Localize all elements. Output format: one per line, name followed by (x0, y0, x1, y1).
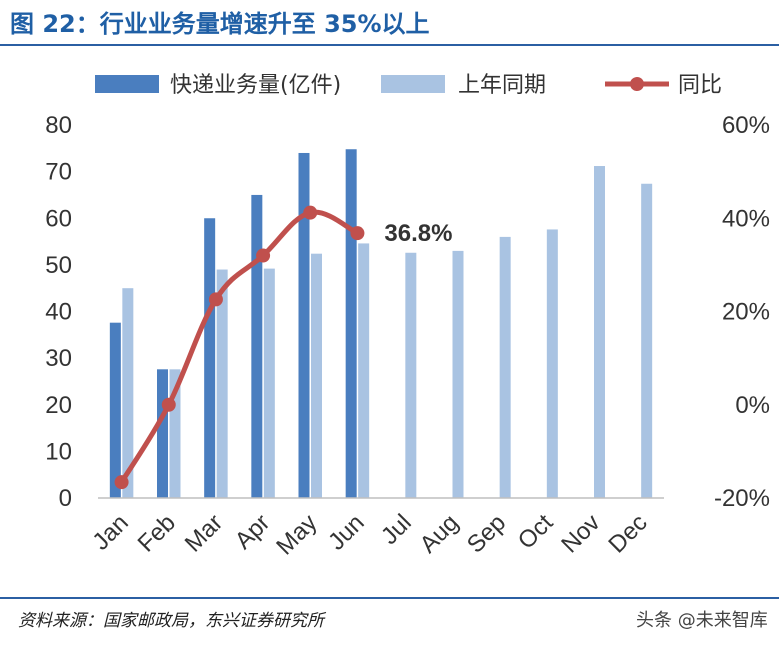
x-tick-label: Dec (603, 509, 652, 558)
left-tick-label: 70 (45, 159, 72, 186)
right-tick-label: 40% (722, 205, 770, 232)
x-tick-label: Feb (133, 509, 181, 557)
bars (109, 149, 653, 498)
chart-title: 图 22：行业业务量增速升至 35%以上 (10, 10, 430, 38)
watermark: 头条 @未来智库 (636, 610, 768, 631)
x-tick-label: May (271, 509, 322, 560)
annotations: 36.8% (384, 220, 452, 247)
yoy-point (256, 248, 271, 263)
source-note: 资料来源：国家邮政局，东兴证券研究所 (18, 611, 324, 631)
bar-last-year (594, 166, 605, 498)
bar-last-year (641, 183, 653, 498)
legend-swatch-last-year (381, 75, 445, 93)
yoy-point (208, 292, 223, 307)
bar-current (298, 152, 310, 498)
right-tick-label: 60% (722, 112, 770, 139)
bar-last-year (452, 250, 464, 498)
bar-current (204, 218, 216, 498)
bar-last-year (405, 252, 417, 498)
legend-swatch-current (95, 75, 159, 93)
yoy-line (114, 205, 365, 490)
yoy-point (303, 205, 318, 220)
bar-current (109, 322, 121, 498)
yoy-point (350, 226, 365, 241)
x-tick-label: Sep (462, 509, 511, 558)
bar-last-year (263, 268, 275, 498)
bar-last-year (358, 243, 370, 498)
bar-last-year (546, 229, 558, 498)
legend-label-yoy: 同比 (678, 73, 722, 98)
left-tick-label: 0 (59, 485, 72, 512)
title-divider (0, 44, 779, 46)
x-tick-label: Jan (87, 509, 133, 555)
bar-current (157, 369, 168, 498)
left-axis-ticks: 0 10 20 30 40 50 60 70 80 (45, 112, 72, 512)
bar-last-year (311, 253, 322, 498)
x-tick-label: Jun (323, 509, 369, 555)
yoy-line-path (119, 209, 360, 485)
x-tick-label: Nov (556, 509, 605, 558)
x-tick-label: Aug (415, 509, 464, 558)
legend: 快递业务量(亿件) 上年同期 同比 (95, 73, 722, 98)
bar-last-year (122, 288, 134, 498)
left-tick-label: 40 (45, 299, 72, 326)
right-tick-label: 20% (722, 299, 770, 326)
bar-last-year (216, 269, 228, 498)
x-tick-label: Oct (513, 509, 559, 555)
yoy-point (161, 397, 176, 412)
right-tick-label: -20% (714, 485, 770, 512)
left-tick-label: 50 (45, 252, 72, 279)
bar-last-year (499, 236, 511, 498)
yoy-point (114, 475, 129, 490)
left-tick-label: 30 (45, 345, 72, 372)
right-tick-label: 0% (735, 392, 770, 419)
bar-last-year (169, 369, 181, 498)
legend-label-current: 快递业务量(亿件) (170, 73, 341, 98)
x-tick-label: Mar (180, 509, 228, 557)
annotation-label: 36.8% (384, 220, 452, 247)
legend-marker-yoy (630, 77, 644, 91)
x-tick-label: Jul (376, 509, 417, 550)
bar-current (251, 194, 263, 498)
right-axis-ticks: -20% 0% 20% 40% 60% (714, 112, 770, 512)
footer-divider (0, 597, 779, 599)
bar-current (345, 149, 357, 498)
left-tick-label: 20 (45, 392, 72, 419)
legend-label-last-year: 上年同期 (458, 73, 546, 98)
left-tick-label: 10 (45, 438, 72, 465)
x-tick-label: Apr (230, 509, 276, 555)
left-tick-label: 80 (45, 112, 72, 139)
chart: 快递业务量(亿件) 上年同期 同比 0 10 20 30 40 50 60 70 80 -20% 0%… (45, 73, 770, 560)
left-tick-label: 60 (45, 205, 72, 232)
